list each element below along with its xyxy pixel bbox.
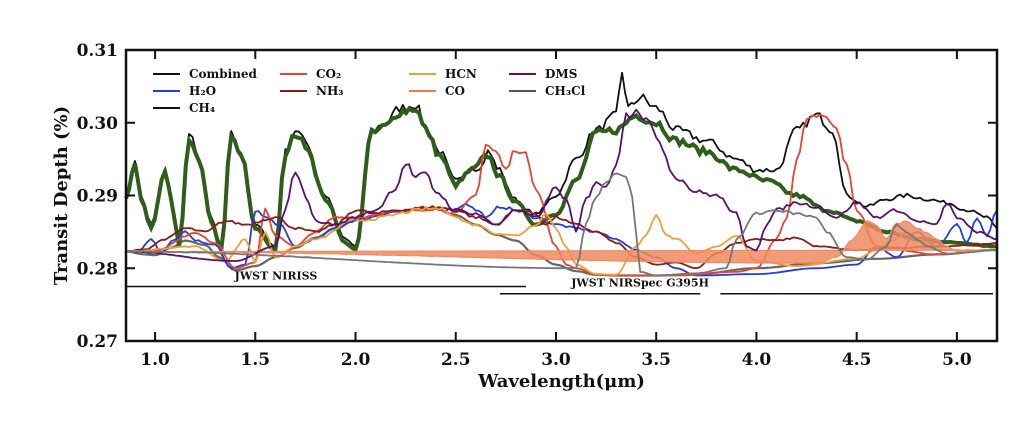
- legend-label: NH₃: [316, 84, 344, 98]
- axis-ticks: 1.0 1.5 2.0 2.5 3.0 3.5 4.0 4.5 5.0 0.27 0.28 0.29 0…: [77, 41, 997, 370]
- legend-item-combined: Combined: [153, 67, 258, 81]
- legend-item-hcn: HCN: [409, 67, 477, 81]
- series-hcn: [125, 206, 998, 276]
- instrument-label: JWST NIRSpec G395H: [570, 277, 709, 290]
- legend-label: DMS: [545, 67, 577, 81]
- x-tick-label: 4.0: [742, 350, 772, 370]
- legend-item-nh3: NH₃: [280, 84, 344, 98]
- legend-item-co: CO: [409, 84, 465, 98]
- legend-label: CO: [445, 84, 465, 98]
- x-tick-label: 5.0: [942, 350, 972, 370]
- x-tick-label: 3.0: [541, 350, 571, 370]
- x-tick-label: 1.5: [241, 350, 271, 370]
- legend-item-h2o: H₂O: [153, 84, 216, 98]
- x-tick-label: 3.5: [641, 350, 671, 370]
- y-tick-label: 0.30: [77, 114, 119, 134]
- y-tick-label: 0.27: [77, 332, 118, 352]
- y-axis-title: Transit Depth (%): [51, 106, 72, 285]
- y-tick-label: 0.29: [77, 187, 118, 207]
- y-tick-label: 0.31: [77, 41, 118, 61]
- instrument-annotations: JWST NIRISS JWST NIRSpec G395H: [126, 269, 993, 295]
- series-co-fill: [125, 219, 998, 264]
- x-axis-title: Wavelength(μm): [477, 371, 645, 392]
- legend-item-co2: CO₂: [280, 67, 341, 81]
- legend: Combined H₂O CH₄ CO₂ NH₃ HCN CO DMS CH₃Cl: [153, 67, 586, 115]
- x-tick-label: 2.0: [341, 350, 371, 370]
- legend-label: HCN: [445, 67, 477, 81]
- x-tick-label: 1.0: [140, 350, 170, 370]
- series-dms: [126, 108, 998, 262]
- series-ch3cl: [125, 172, 998, 277]
- legend-label: H₂O: [189, 84, 216, 98]
- legend-label: CH₄: [189, 101, 215, 115]
- legend-item-ch3cl: CH₃Cl: [509, 84, 586, 98]
- series-h2o: [125, 202, 998, 277]
- legend-label: CO₂: [316, 67, 341, 81]
- instrument-label: JWST NIRISS: [234, 269, 318, 282]
- legend-item-dms: DMS: [509, 67, 577, 81]
- legend-item-ch4: CH₄: [153, 101, 215, 115]
- series-baseline: [125, 207, 997, 277]
- y-tick-label: 0.28: [77, 259, 118, 279]
- x-tick-label: 4.5: [842, 350, 872, 370]
- legend-label: Combined: [189, 67, 258, 81]
- legend-label: CH₃Cl: [545, 84, 586, 98]
- x-tick-label: 2.5: [441, 350, 471, 370]
- series-layer: [124, 71, 998, 277]
